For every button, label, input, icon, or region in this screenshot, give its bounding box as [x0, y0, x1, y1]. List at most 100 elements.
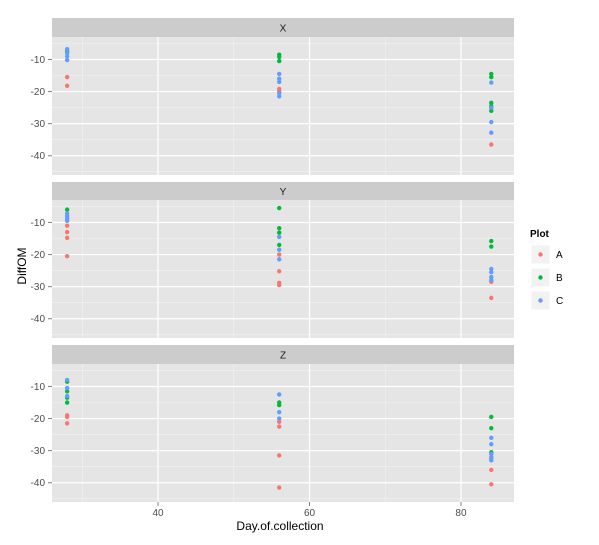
- data-point-c: [277, 76, 282, 81]
- data-point-a: [277, 282, 282, 288]
- data-point-b: [489, 244, 494, 249]
- data-point-c: [489, 274, 494, 280]
- y-tick-label: -30: [31, 119, 46, 130]
- legend-title: Plot: [530, 229, 550, 240]
- y-tick-label: -40: [31, 478, 46, 489]
- data-point-c: [489, 278, 494, 283]
- data-point-b: [277, 205, 282, 211]
- panel-background: [52, 37, 514, 175]
- data-point-b: [64, 389, 70, 394]
- data-point-a: [64, 74, 70, 80]
- data-point-a: [64, 229, 70, 235]
- data-point-a: [64, 235, 70, 241]
- y-tick-label: -20: [31, 87, 46, 98]
- legend-label: A: [556, 250, 563, 261]
- data-point-a: [489, 482, 494, 487]
- data-point-c: [64, 46, 70, 52]
- data-point-c: [277, 416, 282, 421]
- facet-panel-z: Z -10 -20 -30 -40: [31, 345, 514, 502]
- data-point-a: [277, 252, 282, 257]
- data-point-c: [489, 451, 494, 457]
- data-point-a: [64, 83, 70, 88]
- panel-background: [52, 200, 514, 338]
- y-axis-title: DiffOM: [15, 247, 29, 284]
- data-point-b: [489, 425, 494, 431]
- data-point-a: [64, 253, 70, 259]
- data-point-c: [277, 90, 282, 96]
- data-point-c: [277, 257, 282, 262]
- data-point-c: [277, 247, 282, 252]
- data-point-c: [64, 377, 70, 383]
- facet-strip: [52, 345, 514, 364]
- data-point-a: [489, 295, 494, 301]
- facet-strip-label: Z: [280, 351, 286, 362]
- data-point-c: [277, 409, 282, 415]
- data-point-c: [489, 458, 494, 463]
- data-point-b: [489, 74, 494, 80]
- data-point-a: [489, 467, 494, 473]
- data-point-a: [277, 419, 282, 424]
- data-point-c: [277, 71, 282, 77]
- data-point-b: [277, 242, 282, 248]
- data-point-a: [64, 223, 70, 228]
- facet-strip-label: X: [280, 24, 287, 35]
- facet-panel-x: X -10 -20 -30 -40: [31, 18, 514, 175]
- x-tick-label: 40: [152, 508, 164, 519]
- data-point-c: [489, 442, 494, 447]
- y-tick-label: -20: [31, 414, 46, 425]
- data-point-b: [64, 400, 70, 405]
- y-tick-label: -30: [31, 282, 46, 293]
- data-point-a: [277, 453, 282, 458]
- legend-label: C: [556, 296, 563, 307]
- facet-panel-y: Y -10 -20 -30 -40: [31, 182, 514, 338]
- data-point-c: [489, 80, 494, 85]
- data-point-c: [64, 385, 70, 391]
- data-point-b: [489, 238, 494, 244]
- data-point-a: [277, 269, 282, 274]
- data-point-c: [489, 130, 494, 135]
- y-tick-label: -20: [31, 250, 46, 261]
- data-point-a: [64, 421, 70, 426]
- legend-symbol-c: [538, 298, 543, 303]
- x-tick-label: 60: [304, 508, 316, 519]
- data-point-a: [489, 142, 494, 147]
- y-tick-label: -10: [31, 218, 46, 229]
- data-point-c: [489, 105, 494, 110]
- data-point-c: [64, 50, 70, 56]
- data-point-c: [489, 119, 494, 125]
- x-tick-label: 80: [455, 508, 467, 519]
- data-point-b: [489, 100, 494, 105]
- data-point-c: [64, 393, 70, 399]
- legend-symbol-b: [538, 275, 543, 280]
- data-point-a: [64, 414, 70, 420]
- data-point-c: [489, 454, 494, 460]
- facet-strip: [52, 182, 514, 200]
- legend: Plot A B C: [530, 229, 563, 311]
- data-point-b: [489, 71, 494, 77]
- data-point-a: [277, 485, 282, 490]
- facet-panels: X -10 -20 -30 -40 Y -10 -20 -30 -40 Z -10 -20 -30 -40: [31, 18, 514, 502]
- y-tick-label: -10: [31, 55, 46, 66]
- data-point-c: [277, 392, 282, 397]
- legend-symbol-a: [538, 252, 543, 257]
- data-point-b: [277, 58, 282, 64]
- data-point-c: [489, 435, 494, 441]
- legend-label: B: [556, 273, 563, 284]
- data-point-b: [277, 54, 282, 60]
- facet-strip: [52, 18, 514, 37]
- data-point-a: [277, 424, 282, 429]
- data-point-c: [277, 234, 282, 240]
- data-point-c: [64, 54, 70, 59]
- data-point-c: [489, 266, 494, 272]
- data-point-c: [64, 218, 70, 224]
- x-axis-title: Day.of.collection: [236, 519, 323, 533]
- data-point-b: [64, 207, 70, 212]
- y-tick-label: -10: [31, 382, 46, 393]
- y-tick-label: -40: [31, 151, 46, 162]
- data-point-b: [277, 230, 282, 235]
- panel-background: [52, 364, 514, 502]
- data-point-c: [277, 94, 282, 99]
- x-axis: 40 60 80: [152, 502, 467, 519]
- data-point-c: [489, 270, 494, 275]
